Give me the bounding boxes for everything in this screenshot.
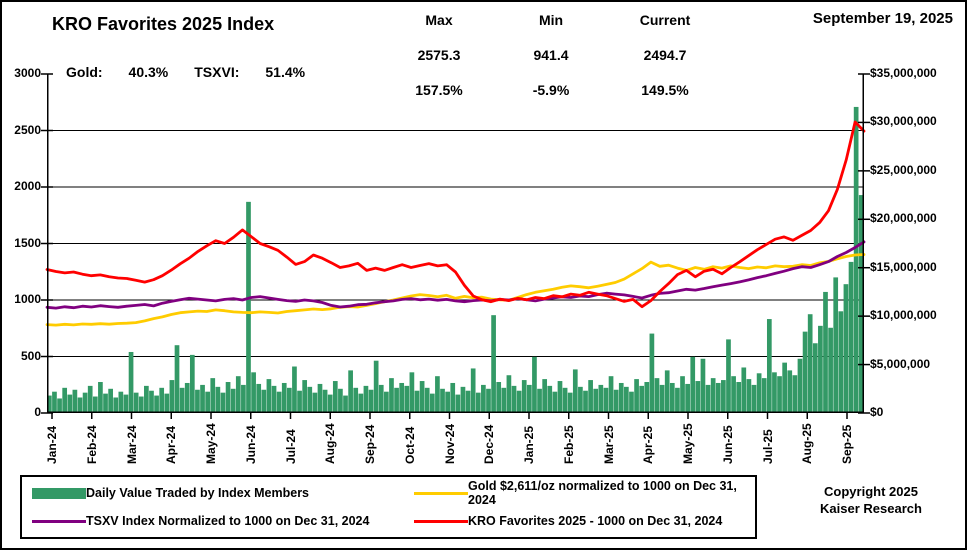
tsxv-line-swatch-icon [32,519,86,523]
x-axis-month-label: Oct-24 [402,426,417,464]
tsxvi-value: 51.4% [265,64,306,80]
x-axis-month-label: Jan-24 [45,425,59,464]
gold-line-swatch-icon [414,491,468,495]
copyright-line2: Kaiser Research [820,501,922,516]
x-axis-month-label: Jan-25 [522,425,536,464]
right-axis-tick-label: $10,000,000 [870,308,937,323]
stat-min-percent: -5.9% [532,82,570,98]
left-axis-tick-label: 3000 [14,66,41,80]
x-axis-month-label: Aug-25 [800,423,815,464]
left-axis-tick-label: 500 [20,348,41,363]
x-axis-month-label: Apr-24 [164,425,179,464]
x-axis-month-label: Mar-25 [601,425,616,464]
copyright: Copyright 2025 Kaiser Research [782,483,960,517]
x-axis-month-label: Jun-24 [243,425,258,464]
kro-line-swatch-icon [414,519,468,523]
x-axis-month-label: Jul-24 [283,429,298,464]
stat-column-max: Max 2575.3 157.5% [384,12,494,98]
legend-item-volume: Daily Value Traded by Index Members [32,486,414,500]
x-axis-month-label: Nov-24 [442,423,457,464]
right-axis-tick-label: $30,000,000 [870,114,937,129]
legend-kro-label: KRO Favorites 2025 - 1000 on Dec 31, 202… [468,514,723,528]
legend-volume-label: Daily Value Traded by Index Members [86,486,310,500]
left-axis-tick-label: 1000 [14,292,41,306]
stat-column-min: Min 941.4 -5.9% [496,12,606,98]
right-axis-tick-label: $15,000,000 [870,259,937,274]
x-axis-month-label: Feb-24 [84,425,99,464]
x-axis-month-label: Apr-25 [641,425,656,464]
stat-current-header: Current [639,12,691,28]
page-title: KRO Favorites 2025 Index [52,14,275,34]
left-axis-tick-label: 0 [34,405,41,419]
volume-swatch-icon [32,487,86,499]
x-axis-month-label: Sep-24 [363,424,377,464]
chart-plot [41,73,870,419]
stat-max-value: 2575.3 [417,47,461,63]
copyright-line1: Copyright 2025 [824,484,918,499]
left-axis-tick-label: 1500 [14,235,41,250]
gold-value: 40.3% [128,64,169,80]
x-axis-month-label: May-25 [681,423,695,464]
stat-max-percent: 157.5% [415,82,463,98]
stat-max-header: Max [425,12,453,28]
tsxvi-label: TSXVI: [194,64,240,80]
report-date: September 19, 2025 [812,10,953,27]
left-axis-tick-label: 2500 [14,122,41,137]
right-axis-tick-label: $5,000,000 [870,356,931,371]
right-axis-tick-label: $0 [870,405,884,419]
x-axis-month-label: Aug-24 [323,423,338,464]
stat-current-value: 2494.7 [643,47,687,63]
legend-tsxv-label: TSXV Index Normalized to 1000 on Dec 31,… [86,514,370,528]
legend-gold-label: Gold $2,611/oz normalized to 1000 on Dec… [468,479,737,507]
performance-summary: Gold: 40.3% TSXVI: 51.4% [66,64,305,80]
stat-column-current: Current 2494.7 149.5% [610,12,720,98]
stat-min-value: 941.4 [533,47,569,63]
x-axis-month-label: Dec-24 [482,424,497,464]
legend: Daily Value Traded by Index Members Gold… [20,475,757,539]
legend-item-kro: KRO Favorites 2025 - 1000 on Dec 31, 202… [414,514,755,528]
right-axis-tick-label: $35,000,000 [870,66,937,80]
right-axis-tick-label: $20,000,000 [870,211,937,226]
legend-item-tsxv: TSXV Index Normalized to 1000 on Dec 31,… [32,514,414,528]
left-axis-tick-label: 2000 [14,179,41,193]
x-axis-month-label: Mar-24 [124,425,139,464]
x-axis-month-label: Jul-25 [760,429,775,464]
x-axis-month-label: Jun-25 [720,425,735,464]
right-axis-tick-label: $25,000,000 [870,162,937,177]
gold-label: Gold: [66,64,103,80]
legend-item-gold: Gold $2,611/oz normalized to 1000 on Dec… [414,479,755,507]
stat-min-header: Min [538,12,564,28]
x-axis-month-label: Sep-25 [840,424,854,464]
x-axis-month-label: Feb-25 [561,425,576,464]
stat-current-percent: 149.5% [641,82,689,98]
x-axis-month-label: May-24 [204,423,218,464]
